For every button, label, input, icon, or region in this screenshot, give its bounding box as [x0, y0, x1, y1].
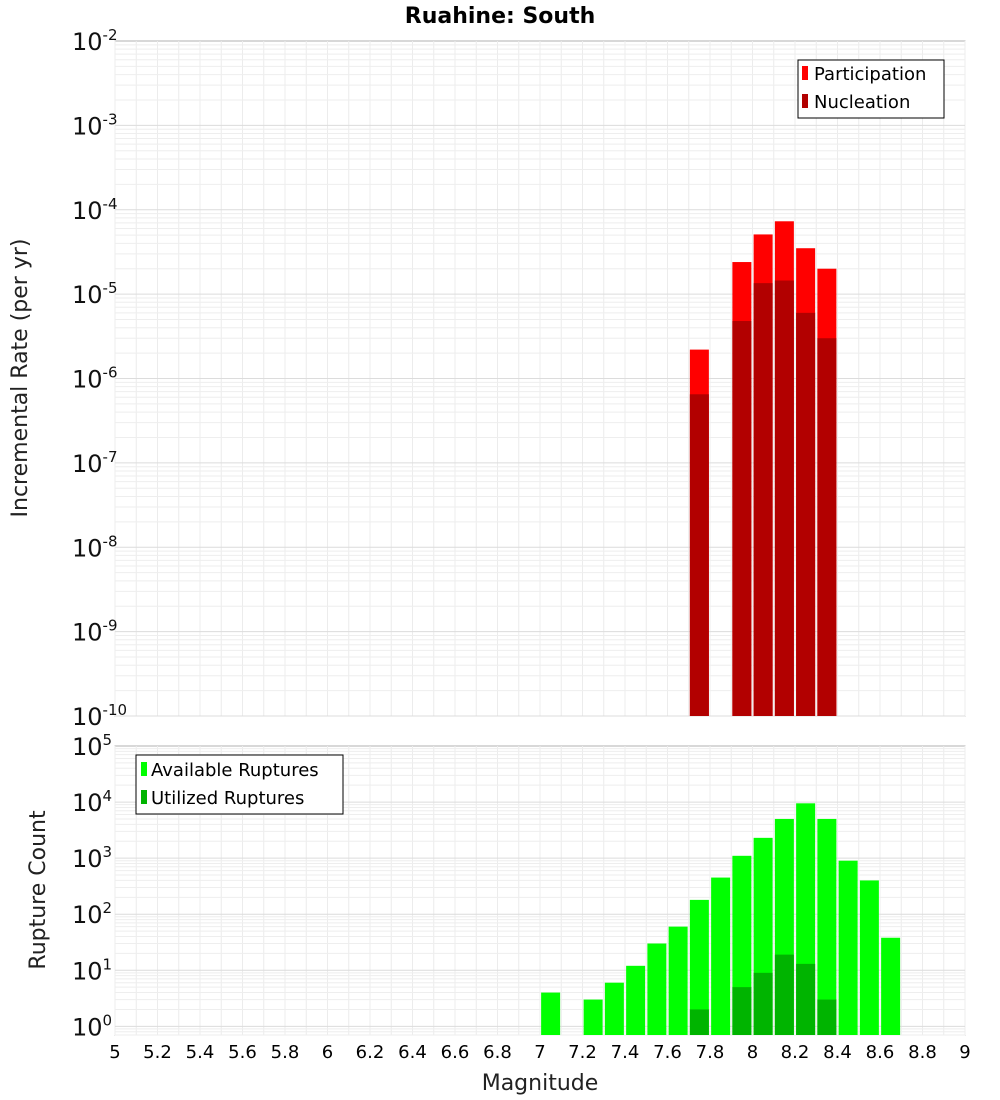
y-tick-label: 10-3 [72, 110, 118, 140]
rate-panel: 10-10 10-9 10-8 10-7 10-6 10-5 10-4 10-3 10-2 In… [8, 26, 966, 731]
x-tick-label: 5.6 [228, 1042, 257, 1063]
x-axis-label: Magnitude [482, 1071, 599, 1096]
count-bars [541, 803, 901, 1035]
legend-swatch-utilized [141, 790, 147, 804]
x-tick-label: 6.8 [483, 1042, 512, 1063]
legend-swatch-available [141, 762, 147, 776]
bar-available-ruptures [711, 877, 731, 1035]
count-y-axis-label: Rupture Count [26, 810, 51, 970]
x-tick-label: 8.4 [823, 1042, 852, 1063]
bar-utilized-ruptures [753, 972, 773, 1035]
rate-y-ticks: 10-10 10-9 10-8 10-7 10-6 10-5 10-4 10-3 10-2 [72, 26, 127, 731]
bar-nucleation [796, 312, 816, 716]
x-tick-label: 5.2 [143, 1042, 172, 1063]
rate-bars [689, 221, 837, 717]
count-y-ticks: 100 101 102 103 104 105 [72, 731, 112, 1041]
legend-swatch-participation [802, 66, 808, 80]
x-tick-label: 9 [959, 1042, 970, 1063]
rate-legend-box [797, 59, 945, 119]
bar-available-ruptures [859, 880, 879, 1035]
bar-available-ruptures [583, 999, 603, 1035]
bar-utilized-ruptures [689, 1009, 709, 1035]
bar-available-ruptures [647, 943, 667, 1035]
count-legend-box [135, 754, 344, 815]
x-tick-label: 7.2 [568, 1042, 597, 1063]
x-tick-label: 8.2 [781, 1042, 810, 1063]
bar-available-ruptures [689, 899, 709, 1035]
legend-swatch-nucleation [802, 94, 808, 108]
x-tick-label: 8 [747, 1042, 758, 1063]
y-tick-label: 100 [72, 1011, 112, 1041]
y-tick-label: 10-4 [72, 195, 118, 225]
y-tick-label: 10-7 [72, 448, 118, 478]
rate-y-axis-label: Incremental Rate (per yr) [8, 239, 33, 518]
bar-available-ruptures [604, 982, 624, 1035]
bar-utilized-ruptures [817, 999, 837, 1035]
y-tick-label: 10-6 [72, 364, 118, 394]
bar-utilized-ruptures [732, 987, 752, 1035]
x-tick-label: 5 [109, 1042, 120, 1063]
rate-legend: Participation Nucleation [797, 59, 945, 119]
x-tick-label: 7.8 [696, 1042, 725, 1063]
y-tick-label: 101 [72, 955, 112, 985]
bar-available-ruptures [668, 926, 688, 1035]
x-tick-label: 7.4 [611, 1042, 640, 1063]
x-tick-label: 6.2 [356, 1042, 385, 1063]
bar-nucleation [774, 280, 794, 716]
x-tick-label: 7.6 [653, 1042, 682, 1063]
y-tick-label: 10-10 [72, 701, 127, 731]
x-ticks: 5 5.2 5.4 5.6 5.8 6 6.2 6.4 6.6 6.8 7 7.2 7.4 7.6 7.8 8… [109, 1042, 970, 1063]
count-legend: Available Ruptures Utilized Ruptures [135, 754, 344, 815]
bar-available-ruptures [626, 965, 646, 1035]
bar-available-ruptures [838, 860, 858, 1035]
y-tick-label: 102 [72, 899, 112, 929]
legend-label-available: Available Ruptures [151, 760, 319, 781]
rate-gridlines [114, 41, 966, 717]
legend-label-utilized: Utilized Ruptures [151, 788, 304, 809]
y-tick-label: 105 [72, 731, 112, 761]
x-tick-label: 8.8 [908, 1042, 937, 1063]
bar-available-ruptures [817, 818, 837, 1035]
y-tick-label: 10-8 [72, 532, 118, 562]
bar-nucleation [689, 394, 709, 716]
y-tick-label: 103 [72, 843, 112, 873]
bar-utilized-ruptures [796, 963, 816, 1035]
legend-label-nucleation: Nucleation [814, 92, 910, 113]
bar-available-ruptures [541, 992, 561, 1035]
x-tick-label: 6 [322, 1042, 333, 1063]
count-panel: 100 101 102 103 104 105 5 5.2 5.4 5.6 5.8 6 6.2 6.4 6… [26, 731, 971, 1096]
y-tick-label: 10-5 [72, 279, 118, 309]
bar-available-ruptures [881, 937, 901, 1035]
y-tick-label: 10-9 [72, 617, 118, 647]
x-tick-label: 5.8 [271, 1042, 300, 1063]
x-tick-label: 8.6 [866, 1042, 895, 1063]
legend-label-participation: Participation [814, 64, 926, 85]
bar-nucleation [817, 338, 837, 716]
x-tick-label: 6.6 [441, 1042, 470, 1063]
bar-nucleation [753, 283, 773, 716]
x-tick-label: 6.4 [398, 1042, 427, 1063]
chart-title: Ruahine: South [405, 4, 596, 29]
y-tick-label: 10-2 [72, 26, 118, 56]
bar-nucleation [732, 321, 752, 716]
y-tick-label: 104 [72, 787, 112, 817]
x-tick-label: 5.4 [186, 1042, 215, 1063]
bar-utilized-ruptures [774, 954, 794, 1035]
x-tick-label: 7 [534, 1042, 545, 1063]
